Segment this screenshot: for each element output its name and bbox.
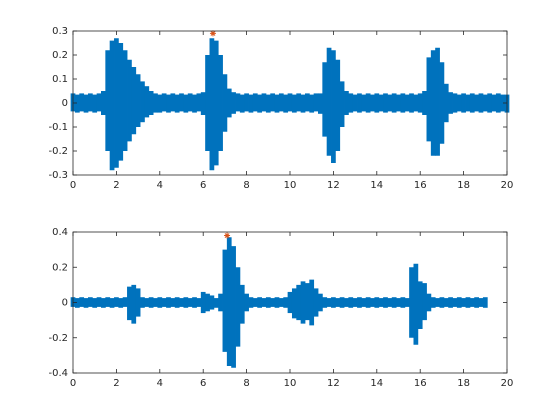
x-tick-label: 14 <box>370 180 383 191</box>
x-tick-label: 16 <box>414 378 427 389</box>
y-tick-label: -0.2 <box>48 146 68 157</box>
y-tick-label: -0.3 <box>48 170 68 181</box>
x-tick-label: 14 <box>370 378 383 389</box>
x-tick-label: 6 <box>200 378 206 389</box>
x-tick-label: 18 <box>457 180 470 191</box>
x-tick-label: 12 <box>327 180 340 191</box>
x-tick-label: 18 <box>457 378 470 389</box>
x-tick-label: 2 <box>113 378 119 389</box>
peak-marker <box>209 30 216 37</box>
x-tick-label: 8 <box>243 378 249 389</box>
x-tick-label: 4 <box>157 378 163 389</box>
y-tick-label: 0.3 <box>52 26 68 37</box>
x-tick-label: 16 <box>414 180 427 191</box>
x-tick-label: 6 <box>200 180 206 191</box>
x-tick-label: 20 <box>501 180 514 191</box>
y-tick-label: 0.2 <box>52 50 68 61</box>
x-tick-label: 20 <box>501 378 514 389</box>
y-tick-label: 0.2 <box>52 262 68 273</box>
x-tick-label: 0 <box>70 180 76 191</box>
y-tick-label: -0.4 <box>48 368 68 379</box>
x-tick-label: 12 <box>327 378 340 389</box>
y-tick-label: 0.1 <box>52 74 68 85</box>
plot-area <box>70 30 510 171</box>
x-tick-label: 2 <box>113 180 119 191</box>
x-tick-label: 0 <box>70 378 76 389</box>
y-tick-label: -0.1 <box>48 122 68 133</box>
peak-marker <box>224 232 231 239</box>
y-tick-label: 0.4 <box>52 227 68 238</box>
plot-area <box>70 232 488 368</box>
x-tick-label: 10 <box>284 180 297 191</box>
x-tick-label: 8 <box>243 180 249 191</box>
x-tick-label: 4 <box>157 180 163 191</box>
y-tick-label: -0.2 <box>48 333 68 344</box>
x-tick-label: 10 <box>284 378 297 389</box>
y-tick-label: 0 <box>62 98 68 109</box>
y-tick-label: 0 <box>62 298 68 309</box>
